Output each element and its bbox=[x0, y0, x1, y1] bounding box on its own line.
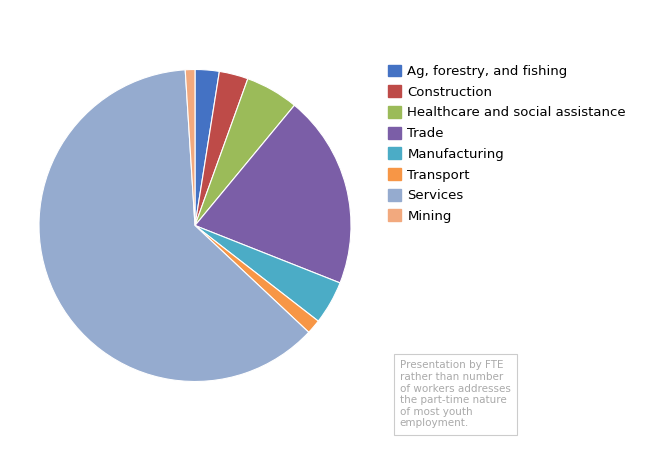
Wedge shape bbox=[195, 71, 248, 226]
Wedge shape bbox=[185, 69, 195, 226]
Wedge shape bbox=[39, 70, 309, 382]
Wedge shape bbox=[195, 226, 340, 321]
Legend: Ag, forestry, and fishing, Construction, Healthcare and social assistance, Trade: Ag, forestry, and fishing, Construction,… bbox=[384, 61, 630, 227]
Wedge shape bbox=[195, 79, 294, 226]
Wedge shape bbox=[195, 226, 318, 332]
Text: Presentation by FTE
rather than number
of workers addresses
the part-time nature: Presentation by FTE rather than number o… bbox=[400, 360, 511, 428]
Wedge shape bbox=[195, 69, 220, 226]
Wedge shape bbox=[195, 105, 351, 283]
